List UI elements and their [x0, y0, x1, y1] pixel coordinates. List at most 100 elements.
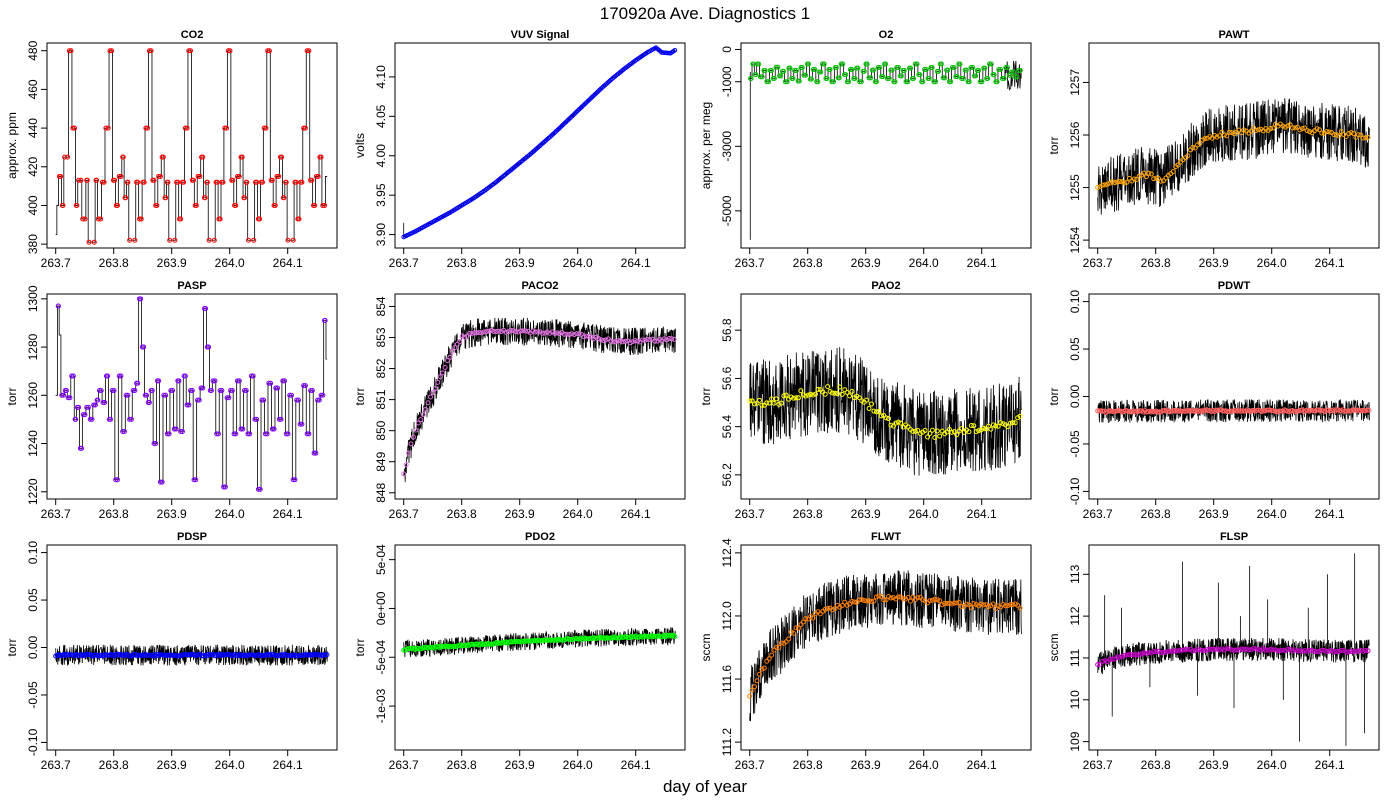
data-point — [188, 48, 194, 54]
series-points — [1095, 121, 1371, 191]
data-point — [1228, 408, 1234, 414]
data-point — [837, 384, 843, 390]
y-tick-label: 1280 — [26, 333, 40, 360]
series-points — [747, 384, 1023, 440]
data-point — [195, 173, 201, 179]
data-point — [403, 462, 409, 468]
data-point — [1358, 132, 1364, 138]
data-point — [784, 79, 790, 85]
data-point — [990, 422, 996, 428]
data-point — [196, 397, 202, 403]
data-point — [864, 397, 870, 403]
y-tick-label: 0.05 — [26, 588, 40, 612]
data-point — [154, 202, 160, 208]
data-point — [1336, 649, 1342, 655]
data-point — [496, 328, 502, 334]
data-point — [308, 387, 314, 393]
data-point — [671, 336, 677, 342]
series-line — [1097, 98, 1370, 215]
data-point — [321, 652, 327, 658]
data-point — [929, 65, 935, 71]
data-point — [871, 598, 877, 604]
data-point — [299, 179, 305, 185]
data-point — [954, 600, 960, 606]
x-tick-label: 264.0 — [909, 758, 939, 772]
data-point — [1268, 408, 1274, 414]
y-tick-label: 109 — [1068, 731, 1082, 751]
data-point — [831, 79, 837, 85]
data-point — [247, 431, 253, 437]
plot-frame — [740, 544, 1032, 751]
data-point — [1007, 420, 1013, 426]
data-point — [195, 397, 201, 403]
data-point — [1248, 128, 1254, 134]
data-point — [883, 597, 889, 603]
data-point — [542, 330, 548, 336]
data-point — [1236, 647, 1242, 653]
data-point — [1365, 648, 1371, 654]
data-point — [977, 79, 983, 85]
data-point — [112, 177, 118, 183]
data-point — [261, 397, 267, 403]
data-point — [878, 413, 884, 419]
plot-area — [748, 60, 1023, 240]
data-point — [1109, 179, 1115, 185]
data-point — [1199, 647, 1205, 653]
x-tick-label: 264.0 — [909, 507, 939, 521]
data-point — [847, 393, 853, 399]
data-point — [193, 202, 199, 208]
data-point — [844, 390, 850, 396]
y-axis-label: torr — [5, 387, 19, 405]
y-tick-label: 853 — [374, 327, 388, 347]
data-point — [301, 383, 307, 389]
data-point — [856, 597, 862, 603]
data-point — [1146, 170, 1152, 176]
data-point — [627, 340, 633, 346]
data-point — [250, 373, 256, 379]
data-point — [1202, 136, 1208, 142]
data-point — [1299, 126, 1305, 132]
data-point — [259, 397, 265, 403]
data-point — [1221, 132, 1227, 138]
data-point — [312, 202, 318, 208]
data-point — [1185, 647, 1191, 653]
data-point — [957, 61, 963, 67]
data-point — [1168, 648, 1174, 654]
data-point — [830, 607, 836, 613]
data-point — [917, 72, 923, 78]
data-point — [302, 383, 308, 389]
panel-title: PAO2 — [871, 280, 900, 292]
data-point — [791, 395, 797, 401]
data-point — [832, 606, 838, 612]
data-point — [1173, 648, 1179, 654]
data-point — [1141, 650, 1147, 656]
data-point — [530, 328, 536, 334]
data-point — [172, 237, 178, 243]
data-point — [790, 76, 796, 82]
data-point — [905, 595, 911, 601]
data-point — [1346, 131, 1352, 137]
data-point — [1236, 127, 1242, 133]
data-point — [959, 76, 965, 82]
data-point — [244, 179, 250, 185]
data-point — [776, 645, 782, 651]
series-line — [749, 570, 1022, 722]
data-point — [895, 419, 901, 425]
data-point — [840, 61, 846, 67]
data-point — [175, 179, 181, 185]
data-point — [1121, 180, 1127, 186]
data-point — [1100, 182, 1106, 188]
data-point — [998, 420, 1004, 426]
data-point — [764, 400, 770, 406]
data-point — [514, 639, 520, 645]
plot-frame — [1088, 293, 1380, 500]
x-tick-label: 263.7 — [735, 507, 765, 521]
data-point — [269, 177, 275, 183]
data-point — [747, 398, 753, 404]
data-point — [1136, 652, 1142, 658]
y-axis-label: sccm — [699, 634, 713, 662]
plot-frame — [1088, 42, 1380, 249]
data-point — [285, 652, 291, 658]
data-point — [793, 67, 799, 73]
